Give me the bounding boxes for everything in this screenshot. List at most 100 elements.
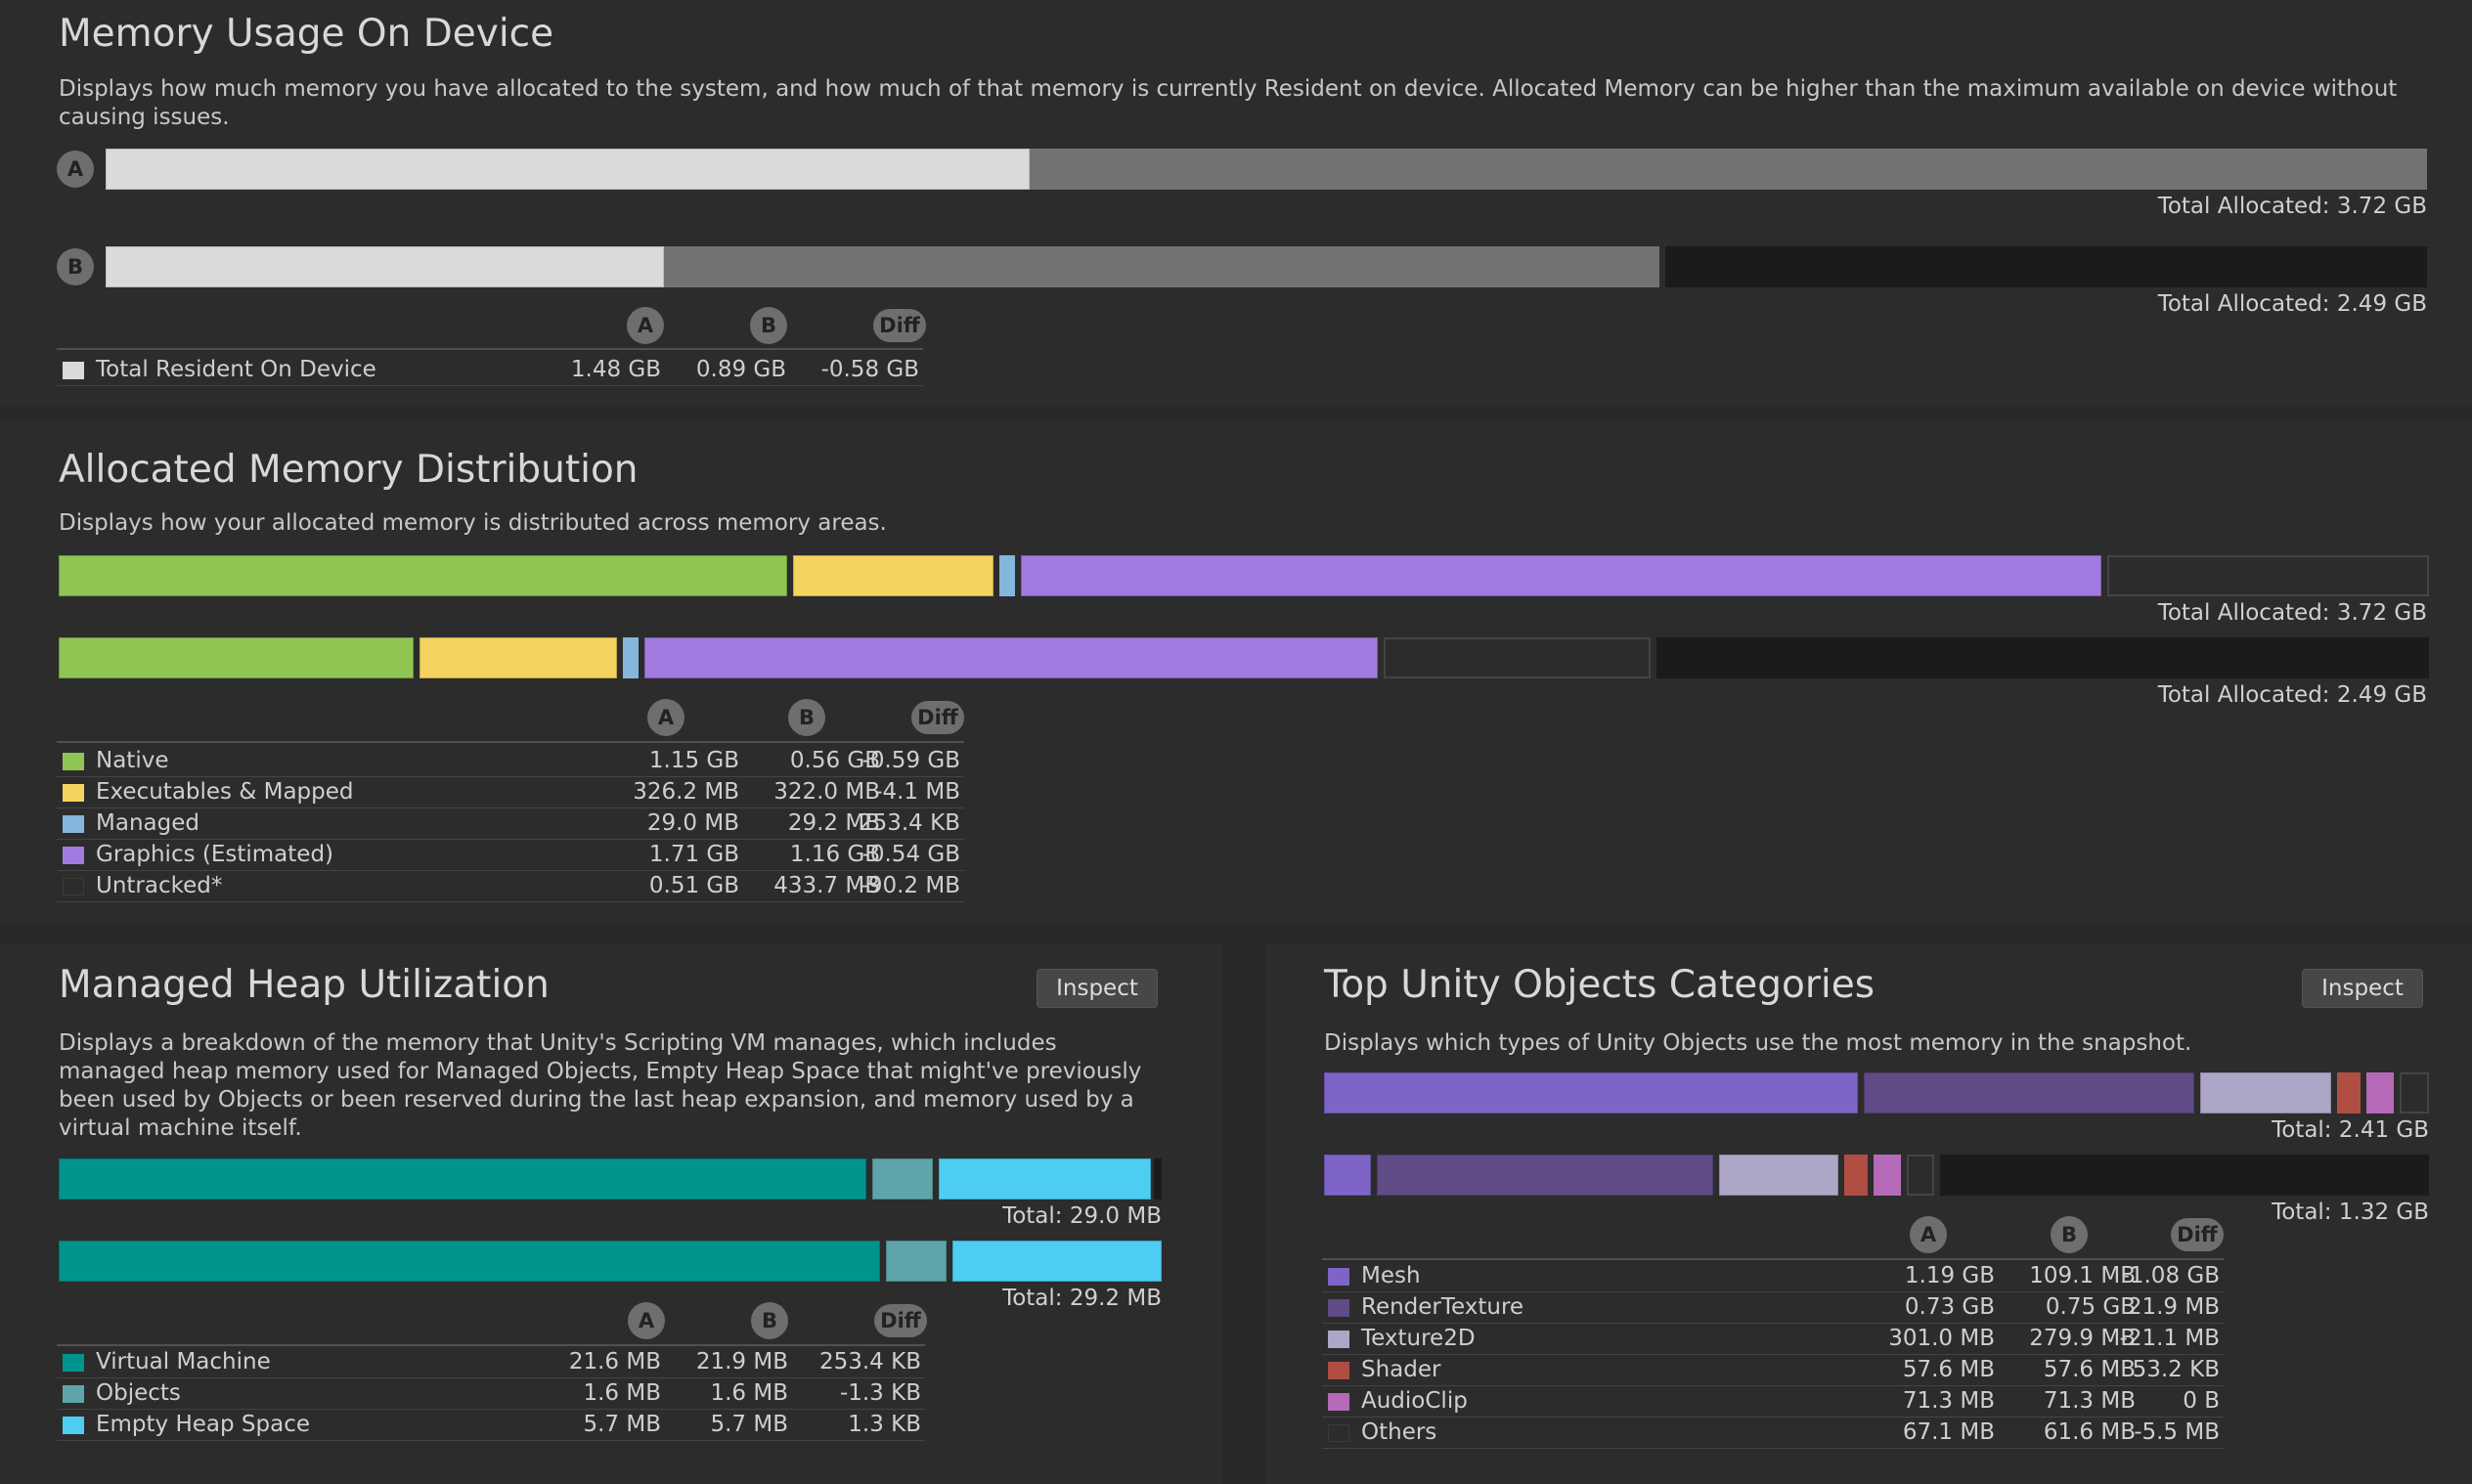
managed-heap-title: Managed Heap Utilization <box>59 963 550 1007</box>
shader-segment-b <box>1844 1155 1868 1196</box>
distribution-total-a: Total Allocated: 3.72 GB <box>2157 600 2427 626</box>
row-label: AudioClip <box>1361 1388 1468 1414</box>
column-b-header: B <box>2051 1216 2088 1253</box>
value-a: 57.6 MB <box>1902 1357 1995 1382</box>
table-row: Texture2D 301.0 MB 279.9 MB -21.1 MB <box>1322 1323 2224 1355</box>
value-b: 0.56 GB <box>789 748 880 773</box>
audioclip-segment-a <box>2366 1072 2394 1113</box>
untracked-segment-a <box>2107 555 2429 596</box>
table-row: Managed 29.0 MB 29.2 MB 253.4 KB <box>57 807 964 840</box>
column-b-header: B <box>788 699 825 736</box>
executables-segment-b <box>419 637 617 678</box>
snapshot-b-badge: B <box>57 248 94 285</box>
allocated-distribution-title: Allocated Memory Distribution <box>59 448 639 492</box>
value-diff: -4.1 MB <box>874 779 960 805</box>
value-a: 0.51 GB <box>648 873 739 898</box>
graphics-segment-b <box>644 637 1378 678</box>
row-label: Virtual Machine <box>96 1349 271 1375</box>
value-b: 29.2 MB <box>787 810 880 836</box>
distribution-bar-a[interactable] <box>59 555 2429 596</box>
managed-heap-bar-a[interactable] <box>59 1158 1162 1200</box>
memory-usage-total-a: Total Allocated: 3.72 GB <box>2157 194 2427 219</box>
memory-usage-panel: Memory Usage On Device Displays how much… <box>0 0 2472 407</box>
table-row: Others 67.1 MB 61.6 MB -5.5 MB <box>1322 1417 2224 1449</box>
row-label: Mesh <box>1361 1263 1421 1288</box>
memory-usage-bar-b[interactable] <box>106 246 2427 287</box>
native-segment-b <box>59 637 414 678</box>
value-b: 61.6 MB <box>2043 1419 2136 1445</box>
row-label: Untracked* <box>96 873 223 898</box>
virtual-machine-swatch <box>63 1354 84 1372</box>
distribution-total-b: Total Allocated: 2.49 GB <box>2157 682 2427 708</box>
audioclip-swatch <box>1328 1393 1349 1411</box>
value-diff: -21.1 MB <box>2119 1326 2220 1351</box>
value-a: 1.6 MB <box>583 1380 661 1406</box>
value-a: 71.3 MB <box>1902 1388 1995 1414</box>
native-segment-a <box>59 555 787 596</box>
row-label: Executables & Mapped <box>96 779 354 805</box>
render-texture-segment-a <box>1864 1072 2194 1113</box>
value-b: 5.7 MB <box>710 1412 788 1437</box>
top-objects-inspect-button[interactable]: Inspect <box>2302 969 2423 1008</box>
top-objects-total-a: Total: 2.41 GB <box>2272 1117 2429 1143</box>
value-b: 0.89 GB <box>695 357 786 382</box>
managed-swatch <box>63 815 84 833</box>
untracked-segment-b <box>1384 637 1651 678</box>
value-b: 322.0 MB <box>773 779 880 805</box>
row-label: RenderTexture <box>1361 1294 1524 1320</box>
value-diff: 53.2 KB <box>2132 1357 2220 1382</box>
column-b-header: B <box>750 307 787 344</box>
empty-segment-b <box>1665 246 2427 287</box>
table-header-line <box>57 1344 925 1346</box>
column-b-header: B <box>751 1302 788 1339</box>
top-objects-bar-b[interactable] <box>1324 1155 2429 1196</box>
mesh-segment-b <box>1324 1155 1371 1196</box>
value-a: 1.71 GB <box>648 842 739 867</box>
managed-heap-inspect-button[interactable]: Inspect <box>1037 969 1158 1008</box>
table-row: Native 1.15 GB 0.56 GB -0.59 GB <box>57 745 964 777</box>
table-row: Graphics (Estimated) 1.71 GB 1.16 GB -0.… <box>57 839 964 871</box>
top-objects-bar-a[interactable] <box>1324 1072 2429 1113</box>
value-diff: -0.54 GB <box>861 842 960 867</box>
value-b: 21.9 MB <box>695 1349 788 1375</box>
value-diff: -1.08 GB <box>2121 1263 2220 1288</box>
row-label: Shader <box>1361 1357 1441 1382</box>
column-diff-header: Diff <box>2171 1218 2224 1251</box>
table-header-line <box>57 741 964 743</box>
value-b: 109.1 MB <box>2029 1263 2136 1288</box>
empty-heap-segment-a <box>939 1158 1151 1200</box>
executables-segment-a <box>793 555 993 596</box>
row-label: Managed <box>96 810 199 836</box>
value-b: 433.7 MB <box>773 873 880 898</box>
graphics-segment-a <box>1021 555 2101 596</box>
managed-heap-bar-b[interactable] <box>59 1241 1162 1282</box>
resident-swatch <box>63 362 84 379</box>
top-objects-panel: Top Unity Objects Categories Inspect Dis… <box>1265 943 2472 1484</box>
value-a: 21.6 MB <box>568 1349 661 1375</box>
value-a: 1.15 GB <box>648 748 739 773</box>
memory-usage-bar-a[interactable] <box>106 149 2427 190</box>
mesh-segment-a <box>1324 1072 1858 1113</box>
value-diff: -90.2 MB <box>860 873 960 898</box>
audioclip-segment-b <box>1874 1155 1901 1196</box>
value-a: 29.0 MB <box>646 810 739 836</box>
virtual-machine-segment-a <box>59 1158 866 1200</box>
value-b: 71.3 MB <box>2043 1388 2136 1414</box>
value-a: 67.1 MB <box>1902 1419 1995 1445</box>
render-texture-swatch <box>1328 1299 1349 1317</box>
empty-heap-swatch <box>63 1417 84 1434</box>
distribution-bar-b[interactable] <box>59 637 2429 678</box>
others-swatch <box>1328 1424 1349 1442</box>
value-b: 57.6 MB <box>2043 1357 2136 1382</box>
objects-segment-b <box>886 1241 947 1282</box>
value-a: 301.0 MB <box>1888 1326 1995 1351</box>
resident-segment-a <box>106 149 1030 190</box>
memory-usage-total-b: Total Allocated: 2.49 GB <box>2157 291 2427 317</box>
resident-segment-b <box>106 246 664 287</box>
value-diff: -5.5 MB <box>2134 1419 2220 1445</box>
value-a: 1.48 GB <box>570 357 661 382</box>
row-label: Objects <box>96 1380 181 1406</box>
column-diff-header: Diff <box>873 309 926 342</box>
value-diff: 253.4 KB <box>858 810 960 836</box>
top-objects-title: Top Unity Objects Categories <box>1324 963 1876 1007</box>
